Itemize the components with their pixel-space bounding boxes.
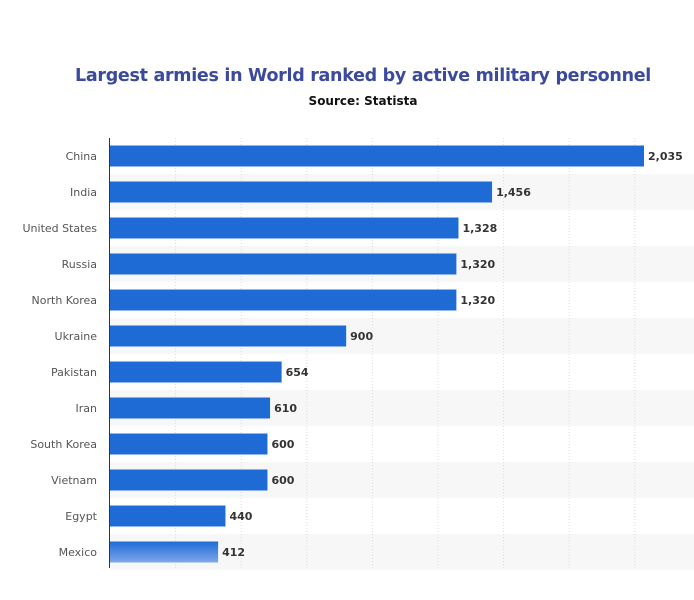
bar: [110, 433, 268, 455]
value-label: 412: [222, 546, 245, 559]
chart-title: Largest armies in World ranked by active…: [75, 66, 651, 86]
value-label: 1,320: [460, 258, 495, 271]
bar: [110, 289, 457, 311]
bar: [110, 253, 457, 275]
value-label: 1,328: [462, 222, 497, 235]
category-label: Egypt: [65, 510, 97, 523]
value-label: 900: [350, 330, 373, 343]
bar: [110, 541, 219, 563]
value-label: 1,456: [496, 186, 531, 199]
bar: [110, 325, 347, 347]
bar: [110, 361, 282, 383]
category-label: Mexico: [59, 546, 98, 559]
category-label: China: [66, 150, 97, 163]
category-label: South Korea: [30, 438, 97, 451]
category-label: Vietnam: [51, 474, 97, 487]
value-label: 600: [271, 438, 294, 451]
value-label: 600: [271, 474, 294, 487]
chart-subtitle: Source: Statista: [308, 94, 418, 108]
bar: [110, 505, 226, 527]
category-label: North Korea: [32, 294, 97, 307]
bar: [110, 181, 493, 203]
value-label: 2,035: [648, 150, 683, 163]
category-label: India: [70, 186, 97, 199]
category-label: Russia: [62, 258, 97, 271]
value-label: 654: [286, 366, 309, 379]
bar: [110, 469, 268, 491]
category-label: Iran: [76, 402, 98, 415]
value-label: 610: [274, 402, 297, 415]
category-label: Ukraine: [55, 330, 98, 343]
value-label: 1,320: [460, 294, 495, 307]
bar: [110, 145, 644, 167]
bar: [110, 397, 271, 419]
value-label: 440: [229, 510, 252, 523]
bar: [110, 217, 459, 239]
category-label: Pakistan: [51, 366, 97, 379]
category-label: United States: [23, 222, 98, 235]
